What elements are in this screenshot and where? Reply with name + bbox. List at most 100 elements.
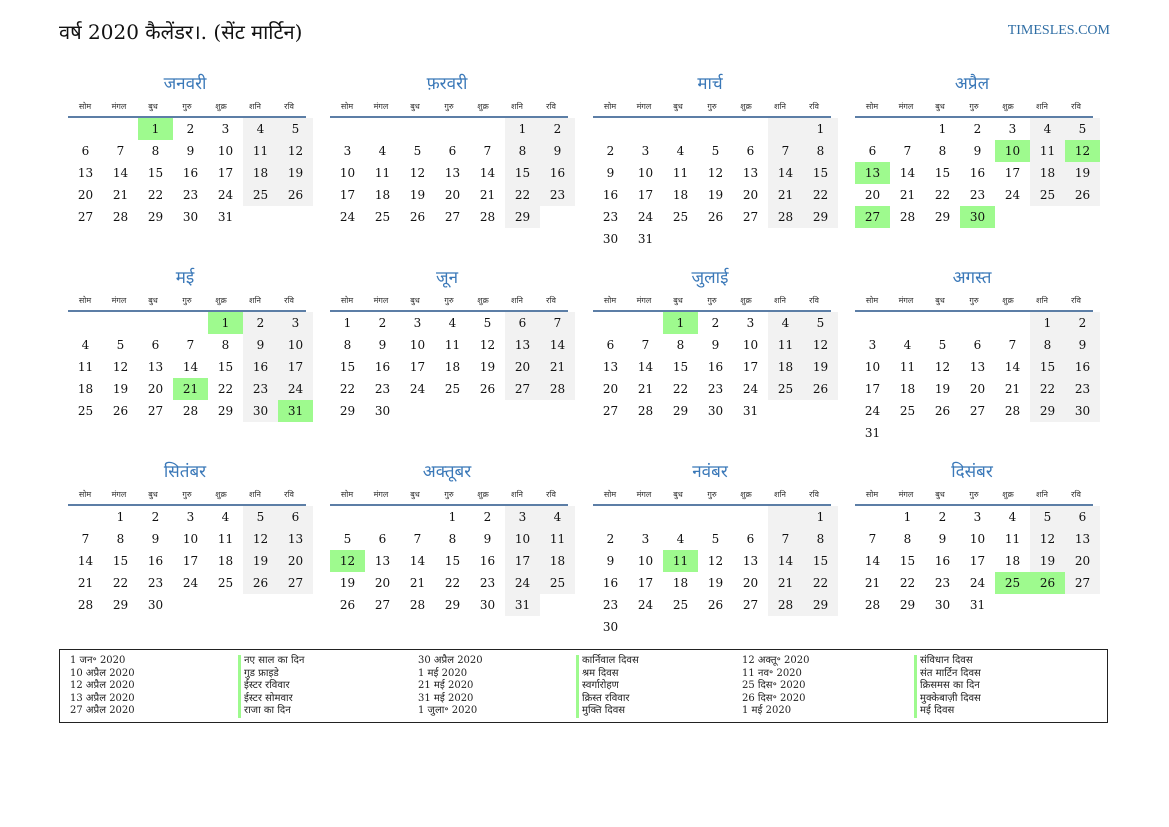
day-cell[interactable]: 8: [803, 140, 838, 162]
day-cell[interactable]: 9: [243, 334, 278, 356]
day-cell[interactable]: 8: [448, 532, 457, 546]
day-cell[interactable]: 28: [899, 210, 916, 224]
day-cell[interactable]: 9: [483, 532, 492, 546]
day-cell[interactable]: 10: [409, 338, 426, 352]
day-cell[interactable]: 11: [768, 334, 803, 356]
day-cell[interactable]: 5: [483, 316, 492, 330]
day-cell[interactable]: 22: [803, 572, 838, 594]
day-cell[interactable]: 29: [147, 210, 164, 224]
day-cell[interactable]: 25: [672, 598, 689, 612]
day-cell[interactable]: 6: [746, 532, 755, 546]
day-cell[interactable]: 5: [278, 118, 313, 140]
day-cell[interactable]: 24: [217, 188, 234, 202]
day-cell[interactable]: 6: [1065, 506, 1100, 528]
day-cell[interactable]: 1: [1030, 312, 1065, 334]
day-cell[interactable]: 14: [1004, 360, 1021, 374]
day-cell[interactable]: 19: [803, 356, 838, 378]
day-cell[interactable]: 30: [1065, 400, 1100, 422]
day-cell[interactable]: 10: [182, 532, 199, 546]
day-cell[interactable]: 11: [374, 166, 391, 180]
day-cell[interactable]: 26: [339, 598, 356, 612]
day-cell[interactable]: 16: [182, 166, 199, 180]
day-cell[interactable]: 27: [374, 598, 391, 612]
day-cell[interactable]: 29: [672, 404, 689, 418]
day-cell[interactable]: 24: [182, 576, 199, 590]
day-cell[interactable]: 21: [173, 378, 208, 400]
day-cell[interactable]: 30: [243, 400, 278, 422]
day-cell[interactable]: 13: [505, 334, 540, 356]
day-cell[interactable]: 18: [444, 360, 461, 374]
day-cell[interactable]: 11: [1030, 140, 1065, 162]
day-cell[interactable]: 15: [147, 166, 164, 180]
day-cell[interactable]: 13: [278, 528, 313, 550]
day-cell[interactable]: 31: [864, 426, 881, 440]
day-cell[interactable]: 7: [903, 144, 912, 158]
day-cell[interactable]: 12: [707, 166, 724, 180]
day-cell[interactable]: 21: [864, 576, 881, 590]
day-cell[interactable]: 13: [1065, 528, 1100, 550]
day-cell[interactable]: 2: [973, 122, 982, 136]
day-cell[interactable]: 12: [707, 554, 724, 568]
day-cell[interactable]: 3: [1008, 122, 1017, 136]
day-cell[interactable]: 8: [343, 338, 352, 352]
day-cell[interactable]: 31: [217, 210, 234, 224]
day-cell[interactable]: 29: [1030, 400, 1065, 422]
day-cell[interactable]: 27: [147, 404, 164, 418]
day-cell[interactable]: 2: [186, 122, 195, 136]
day-cell[interactable]: 20: [969, 382, 986, 396]
day-cell[interactable]: 18: [1030, 162, 1065, 184]
day-cell[interactable]: 24: [742, 382, 759, 396]
day-cell[interactable]: 12: [934, 360, 951, 374]
day-cell[interactable]: 9: [973, 144, 982, 158]
day-cell[interactable]: 13: [855, 162, 890, 184]
day-cell[interactable]: 26: [707, 210, 724, 224]
day-cell[interactable]: 12: [409, 166, 426, 180]
day-cell[interactable]: 26: [1065, 184, 1100, 206]
day-cell[interactable]: 1: [208, 312, 243, 334]
day-cell[interactable]: 2: [151, 510, 160, 524]
day-cell[interactable]: 30: [960, 206, 995, 228]
day-cell[interactable]: 16: [540, 162, 575, 184]
day-cell[interactable]: 1: [138, 118, 173, 140]
day-cell[interactable]: 21: [899, 188, 916, 202]
day-cell[interactable]: 17: [217, 166, 234, 180]
day-cell[interactable]: 29: [899, 598, 916, 612]
day-cell[interactable]: 11: [663, 550, 698, 572]
day-cell[interactable]: 4: [221, 510, 230, 524]
day-cell[interactable]: 17: [969, 554, 986, 568]
day-cell[interactable]: 27: [278, 572, 313, 594]
day-cell[interactable]: 4: [1030, 118, 1065, 140]
day-cell[interactable]: 3: [413, 316, 422, 330]
day-cell[interactable]: 28: [77, 598, 94, 612]
day-cell[interactable]: 27: [444, 210, 461, 224]
day-cell[interactable]: 24: [637, 210, 654, 224]
day-cell[interactable]: 30: [479, 598, 496, 612]
day-cell[interactable]: 19: [339, 576, 356, 590]
day-cell[interactable]: 17: [1004, 166, 1021, 180]
day-cell[interactable]: 13: [742, 554, 759, 568]
day-cell[interactable]: 4: [540, 506, 575, 528]
day-cell[interactable]: 7: [1008, 338, 1017, 352]
day-cell[interactable]: 3: [186, 510, 195, 524]
day-cell[interactable]: 17: [278, 356, 313, 378]
day-cell[interactable]: 5: [116, 338, 125, 352]
day-cell[interactable]: 2: [483, 510, 492, 524]
day-cell[interactable]: 7: [868, 532, 877, 546]
day-cell[interactable]: 28: [409, 598, 426, 612]
day-cell[interactable]: 4: [378, 144, 387, 158]
day-cell[interactable]: 8: [116, 532, 125, 546]
day-cell[interactable]: 2: [540, 118, 575, 140]
day-cell[interactable]: 17: [637, 576, 654, 590]
day-cell[interactable]: 8: [676, 338, 685, 352]
day-cell[interactable]: 24: [637, 598, 654, 612]
day-cell[interactable]: 14: [899, 166, 916, 180]
day-cell[interactable]: 6: [606, 338, 615, 352]
day-cell[interactable]: 26: [112, 404, 129, 418]
day-cell[interactable]: 31: [278, 400, 313, 422]
day-cell[interactable]: 18: [899, 382, 916, 396]
day-cell[interactable]: 23: [969, 188, 986, 202]
day-cell[interactable]: 9: [711, 338, 720, 352]
day-cell[interactable]: 10: [339, 166, 356, 180]
day-cell[interactable]: 27: [505, 378, 540, 400]
day-cell[interactable]: 13: [374, 554, 391, 568]
